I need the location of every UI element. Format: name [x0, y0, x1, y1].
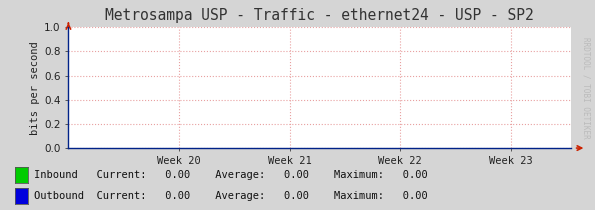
Text: RRDTOOL / TOBI OETIKER: RRDTOOL / TOBI OETIKER [582, 37, 591, 139]
Title: Metrosampa USP - Traffic - ethernet24 - USP - SP2: Metrosampa USP - Traffic - ethernet24 - … [105, 8, 534, 23]
Text: Inbound   Current:   0.00    Average:   0.00    Maximum:   0.00: Inbound Current: 0.00 Average: 0.00 Maxi… [34, 170, 428, 180]
Text: Outbound  Current:   0.00    Average:   0.00    Maximum:   0.00: Outbound Current: 0.00 Average: 0.00 Max… [34, 191, 428, 201]
Y-axis label: bits per second: bits per second [30, 41, 40, 135]
